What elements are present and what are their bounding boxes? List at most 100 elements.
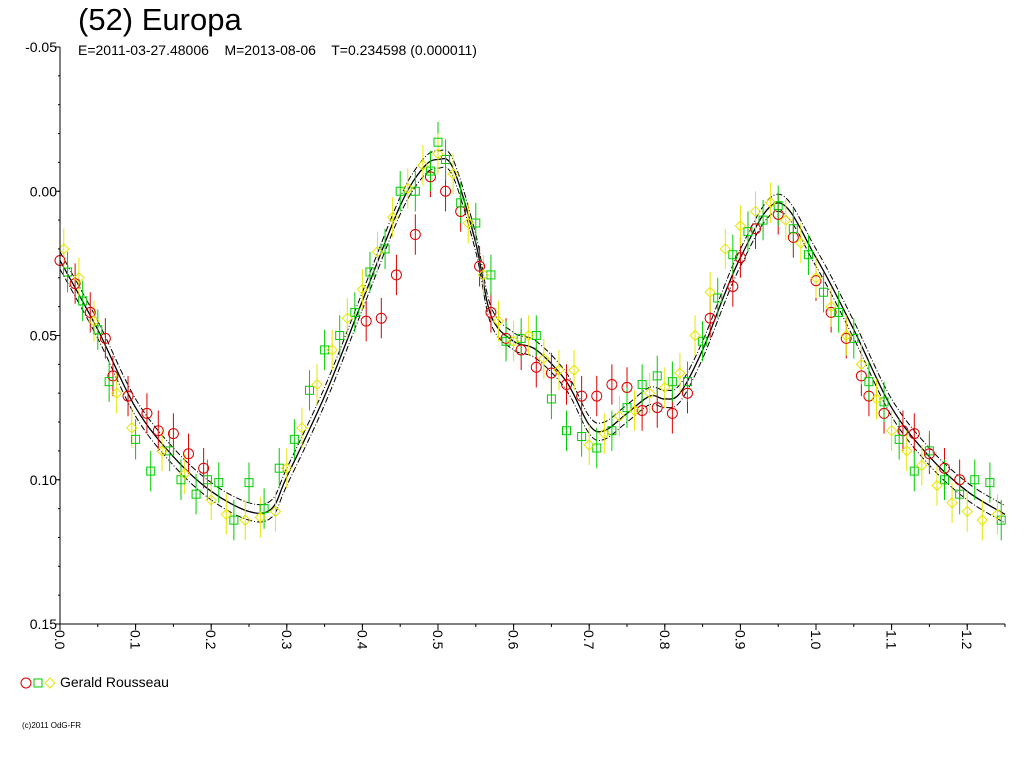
data-point-diamond bbox=[976, 514, 989, 526]
data-point-circle bbox=[561, 379, 573, 391]
data-point-diamond bbox=[220, 508, 233, 521]
x-tick-label: 0.5 bbox=[430, 630, 446, 650]
data-point-diamond bbox=[477, 269, 490, 281]
data-point-square bbox=[637, 380, 647, 390]
data-point-square bbox=[622, 403, 632, 413]
data-point-circle bbox=[734, 252, 746, 264]
data-point-diamond bbox=[855, 358, 868, 371]
data-point-square bbox=[131, 434, 141, 444]
data-point-circle bbox=[99, 332, 111, 344]
data-point-square bbox=[955, 489, 965, 499]
data-point-square bbox=[244, 478, 254, 488]
data-point-diamond bbox=[356, 283, 369, 296]
data-point-circle bbox=[621, 381, 633, 393]
data-point-square bbox=[562, 426, 572, 436]
data-point-diamond bbox=[254, 511, 267, 523]
data-point-diamond bbox=[492, 315, 505, 327]
data-point-diamond bbox=[269, 505, 282, 518]
error-bars bbox=[59, 122, 1002, 541]
data-point-diamond bbox=[88, 315, 100, 327]
x-tick-label: 0.9 bbox=[732, 630, 748, 650]
y-tick-label: 0.10 bbox=[30, 472, 57, 488]
data-point-diamond bbox=[538, 352, 550, 365]
data-point-square bbox=[531, 331, 541, 340]
x-tick-label: 0.4 bbox=[354, 630, 370, 650]
data-point-circle bbox=[84, 306, 96, 318]
data-point-square bbox=[63, 267, 73, 277]
data-point-square bbox=[592, 443, 602, 453]
data-point-square bbox=[879, 397, 889, 407]
data-point-square bbox=[577, 431, 587, 441]
data-point-square bbox=[335, 331, 345, 340]
data-point-diamond bbox=[613, 410, 626, 422]
data-point-circle bbox=[923, 448, 935, 460]
data-point-diamond bbox=[780, 214, 792, 226]
data-point-diamond bbox=[749, 205, 762, 218]
data-point-square bbox=[104, 377, 114, 387]
data-point-diamond bbox=[870, 393, 883, 405]
y-tick-label: 0.15 bbox=[30, 616, 57, 632]
data-point-diamond bbox=[674, 367, 686, 379]
data-point-circle bbox=[681, 387, 693, 399]
data-point-circle bbox=[375, 312, 387, 324]
x-tick-label: 0.7 bbox=[581, 630, 597, 650]
data-point-circle bbox=[198, 462, 210, 474]
chart-subtitle: E=2011-03-27.48006 M=2013-08-06 T=0.2345… bbox=[78, 42, 477, 58]
x-tick-label: 1.1 bbox=[884, 630, 900, 650]
data-markers bbox=[54, 137, 1006, 526]
data-point-square bbox=[259, 504, 269, 514]
x-tick-label: 1.2 bbox=[959, 630, 975, 650]
data-point-square bbox=[214, 478, 224, 488]
data-point-diamond bbox=[402, 182, 414, 195]
data-point-square bbox=[773, 201, 783, 211]
data-point-square bbox=[395, 186, 405, 196]
data-point-diamond bbox=[764, 197, 777, 209]
data-point-circle bbox=[651, 402, 663, 414]
data-point-square bbox=[456, 198, 466, 208]
data-point-diamond bbox=[568, 364, 580, 376]
data-point-diamond bbox=[810, 272, 822, 284]
data-point-circle bbox=[515, 344, 527, 356]
data-point-circle bbox=[141, 407, 153, 419]
data-point-diamond bbox=[126, 422, 138, 434]
y-tick-label: 0.05 bbox=[30, 328, 57, 344]
x-tick-label: 0.1 bbox=[128, 630, 144, 650]
copyright-note: (c)2011 OdG-FR bbox=[22, 721, 81, 730]
data-point-circle bbox=[390, 269, 402, 281]
data-point-circle bbox=[727, 280, 739, 292]
axes bbox=[56, 46, 1006, 630]
data-point-diamond bbox=[795, 237, 807, 249]
data-point-square bbox=[909, 466, 919, 476]
data-point-square bbox=[304, 385, 314, 395]
data-point-diamond bbox=[598, 427, 611, 440]
data-point-circle bbox=[440, 185, 452, 197]
data-point-circle bbox=[825, 306, 837, 318]
data-point-circle bbox=[167, 428, 179, 440]
data-point-square bbox=[365, 267, 375, 277]
data-point-diamond bbox=[840, 329, 852, 342]
x-tick-label: 0.6 bbox=[506, 630, 522, 650]
data-point-diamond bbox=[432, 148, 444, 160]
legend-label: Gerald Rousseau bbox=[60, 674, 169, 690]
data-point-square bbox=[202, 475, 212, 485]
data-point-square bbox=[433, 137, 443, 147]
data-point-square bbox=[652, 371, 662, 381]
data-point-diamond bbox=[523, 329, 535, 342]
data-point-square bbox=[698, 336, 708, 346]
legend-circle-marker bbox=[20, 677, 32, 689]
data-point-square bbox=[894, 434, 904, 444]
data-point-diamond bbox=[689, 329, 701, 342]
x-tick-label: 0.8 bbox=[657, 630, 673, 650]
data-point-circle bbox=[183, 448, 195, 460]
data-point-square bbox=[546, 394, 556, 404]
data-point-square bbox=[146, 466, 156, 476]
data-point-diamond bbox=[659, 381, 671, 394]
data-point-square bbox=[501, 336, 511, 346]
data-point-circle bbox=[750, 223, 762, 235]
chart-title: (52) Europa bbox=[78, 2, 242, 37]
y-tick-label: 0.00 bbox=[30, 183, 57, 199]
data-point-square bbox=[728, 250, 738, 260]
data-point-square bbox=[93, 325, 103, 335]
data-point-diamond bbox=[931, 479, 943, 492]
data-point-diamond bbox=[110, 387, 123, 399]
